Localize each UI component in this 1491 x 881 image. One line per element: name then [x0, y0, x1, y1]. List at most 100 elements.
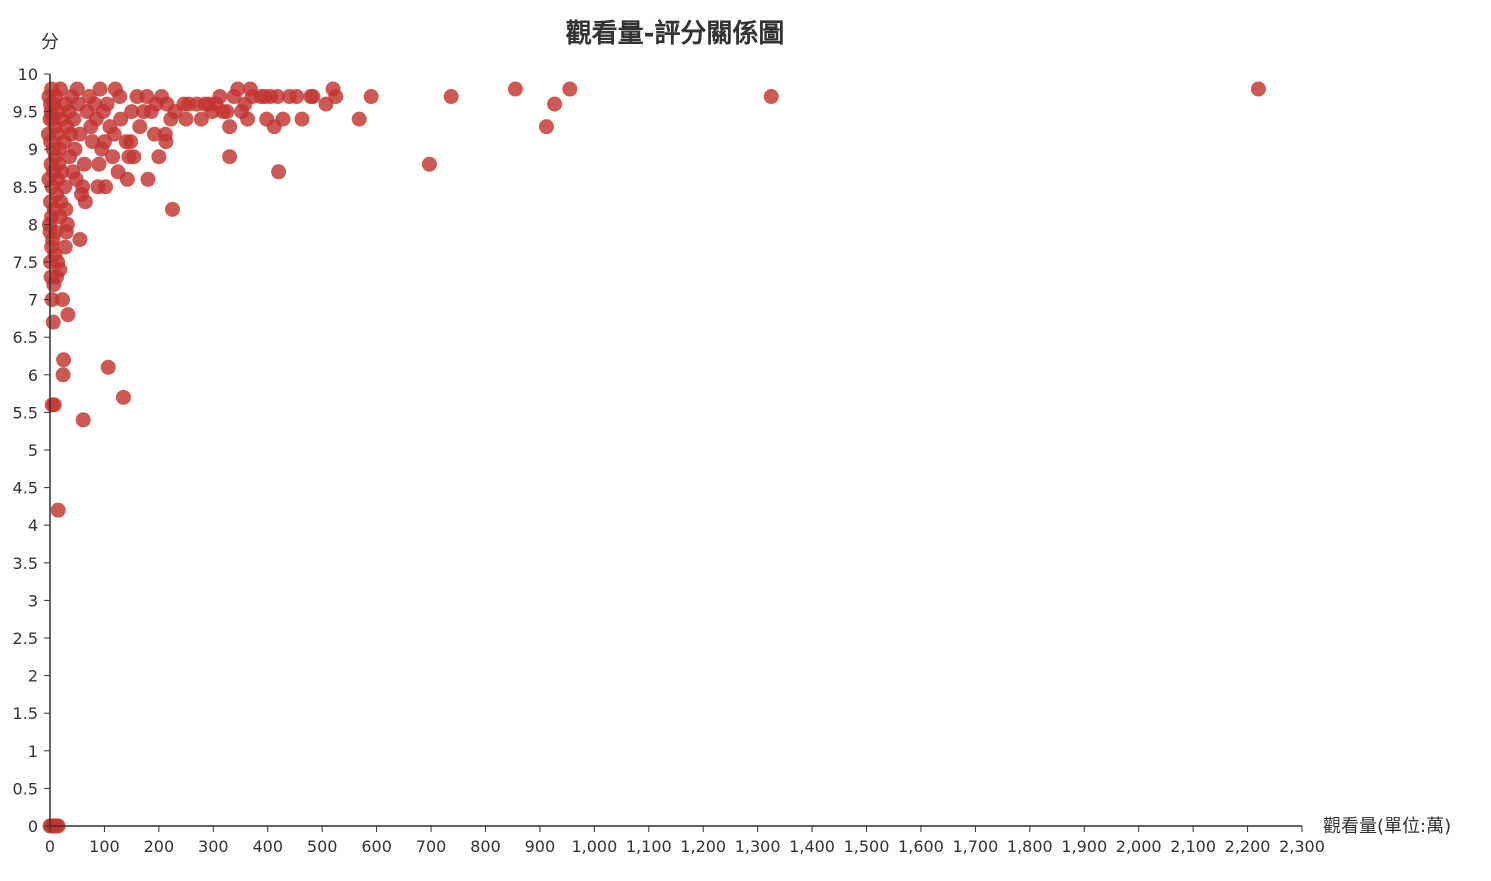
data-point[interactable] [193, 111, 209, 127]
data-point[interactable] [443, 89, 459, 105]
data-point[interactable] [147, 126, 163, 142]
data-point[interactable] [124, 104, 140, 120]
data-point[interactable] [303, 89, 319, 105]
y-tick-label: 10 [18, 65, 38, 84]
x-tick-label: 300 [198, 837, 229, 856]
data-point[interactable] [242, 81, 258, 97]
data-point[interactable] [136, 104, 152, 120]
y-tick-label: 4.5 [13, 479, 38, 498]
data-point[interactable] [282, 89, 298, 105]
data-point[interactable] [75, 412, 91, 428]
x-tick-label: 700 [416, 837, 447, 856]
data-point[interactable] [90, 179, 106, 195]
data-point[interactable] [113, 111, 129, 127]
x-tick-label: 1,700 [952, 837, 998, 856]
x-tick-label: 400 [252, 837, 283, 856]
data-point[interactable] [222, 119, 238, 135]
data-point[interactable] [763, 89, 779, 105]
data-point[interactable] [222, 149, 238, 165]
y-tick-label: 1 [28, 742, 38, 761]
x-tick-label: 600 [361, 837, 392, 856]
data-point[interactable] [60, 307, 76, 323]
y-axis-ticks: 0 0.5 1 1.5 2 2.5 3 3.5 4 4.5 5 5.5 6 6.5 7 7.5 8 8.5 9 9.5… [13, 65, 50, 836]
data-point[interactable] [163, 111, 179, 127]
data-point[interactable] [1250, 81, 1266, 97]
x-tick-label: 1,900 [1061, 837, 1107, 856]
x-tick-label: 2,200 [1225, 837, 1271, 856]
data-point[interactable] [76, 156, 92, 172]
data-point[interactable] [55, 367, 71, 383]
data-point[interactable] [102, 119, 118, 135]
y-tick-label: 8.5 [13, 178, 38, 197]
data-point[interactable] [45, 314, 61, 330]
data-point[interactable] [44, 397, 60, 413]
y-tick-label: 1.5 [13, 704, 38, 723]
data-point[interactable] [547, 96, 563, 112]
data-point[interactable] [105, 149, 121, 165]
data-point[interactable] [351, 111, 367, 127]
x-tick-label: 1,600 [898, 837, 944, 856]
x-tick-label: 1,200 [680, 837, 726, 856]
data-point[interactable] [83, 119, 99, 135]
data-point[interactable] [363, 89, 379, 105]
data-point[interactable] [234, 104, 250, 120]
data-point[interactable] [58, 224, 74, 240]
y-tick-label: 3 [28, 591, 38, 610]
data-point[interactable] [157, 126, 173, 142]
data-point[interactable] [325, 81, 341, 97]
data-point[interactable] [56, 352, 72, 368]
data-point[interactable] [91, 156, 107, 172]
data-point[interactable] [132, 119, 148, 135]
data-point[interactable] [74, 186, 90, 202]
x-tick-label: 0 [45, 837, 55, 856]
chart-title: 觀看量-評分關係圖 [566, 18, 785, 49]
data-point[interactable] [538, 119, 554, 135]
y-tick-label: 6 [28, 366, 38, 385]
data-point[interactable] [507, 81, 523, 97]
data-point[interactable] [121, 149, 137, 165]
data-point[interactable] [259, 111, 275, 127]
y-tick-label: 5 [28, 441, 38, 460]
y-tick-label: 9 [28, 140, 38, 159]
data-point[interactable] [65, 164, 81, 180]
data-point[interactable] [107, 81, 123, 97]
x-tick-label: 200 [144, 837, 175, 856]
data-point[interactable] [226, 89, 242, 105]
y-tick-label: 6.5 [13, 328, 38, 347]
data-point[interactable] [41, 171, 57, 187]
data-point[interactable] [151, 149, 167, 165]
y-tick-label: 4 [28, 516, 38, 535]
data-point[interactable] [178, 111, 194, 127]
data-point[interactable] [100, 359, 116, 375]
data-point[interactable] [62, 149, 78, 165]
data-point[interactable] [50, 502, 66, 518]
data-point[interactable] [294, 111, 310, 127]
data-point[interactable] [115, 389, 131, 405]
data-point[interactable] [562, 81, 578, 97]
data-point[interactable] [421, 156, 437, 172]
y-tick-label: 0 [28, 817, 38, 836]
data-point[interactable] [43, 156, 59, 172]
data-point[interactable] [92, 81, 108, 97]
data-point[interactable] [318, 96, 334, 112]
data-point[interactable] [140, 171, 156, 187]
x-tick-label: 2,100 [1170, 837, 1216, 856]
data-point[interactable] [55, 292, 71, 308]
scatter-points [40, 81, 1266, 834]
data-point[interactable] [57, 239, 73, 255]
data-point[interactable] [40, 126, 56, 142]
data-point[interactable] [110, 164, 126, 180]
data-point[interactable] [129, 89, 145, 105]
data-point[interactable] [81, 89, 97, 105]
data-point[interactable] [44, 239, 60, 255]
data-point[interactable] [164, 201, 180, 217]
data-point[interactable] [41, 89, 57, 105]
x-tick-label: 1,300 [735, 837, 781, 856]
data-point[interactable] [271, 164, 287, 180]
data-point[interactable] [118, 134, 134, 150]
data-point[interactable] [84, 134, 100, 150]
data-point[interactable] [44, 292, 60, 308]
y-tick-label: 2.5 [13, 629, 38, 648]
data-point[interactable] [43, 269, 59, 285]
data-point[interactable] [72, 231, 88, 247]
